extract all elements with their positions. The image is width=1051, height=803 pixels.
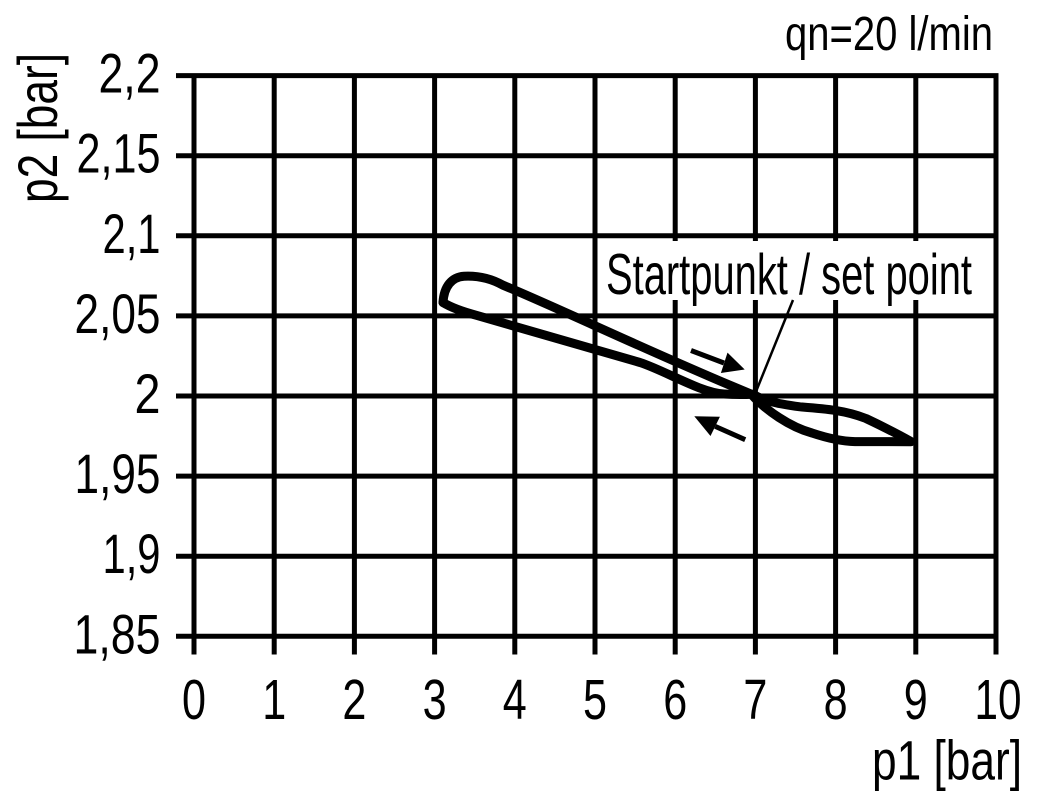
svg-text:6: 6 [663,668,687,732]
svg-text:10: 10 [975,668,1022,732]
svg-text:8: 8 [824,668,848,732]
svg-text:2: 2 [342,668,366,732]
svg-text:p1 [bar]: p1 [bar] [872,729,1022,792]
svg-text:4: 4 [503,668,527,732]
svg-text:2,15: 2,15 [77,122,161,185]
svg-text:7: 7 [743,668,767,732]
svg-text:2,1: 2,1 [103,202,161,265]
svg-text:3: 3 [423,668,447,732]
svg-text:qn=20 l/min: qn=20 l/min [785,7,993,61]
svg-text:1,85: 1,85 [74,602,161,665]
svg-text:p2 [bar]: p2 [bar] [6,53,69,203]
svg-text:2,05: 2,05 [75,282,161,345]
svg-text:5: 5 [583,668,607,732]
svg-text:0: 0 [182,668,206,732]
svg-text:1,9: 1,9 [103,522,161,585]
svg-text:2,2: 2,2 [99,42,161,105]
svg-text:Startpunkt / set point: Startpunkt / set point [606,243,972,307]
svg-text:1: 1 [262,668,286,732]
svg-text:9: 9 [904,668,928,732]
svg-text:1,95: 1,95 [75,442,161,505]
svg-text:2: 2 [135,362,161,425]
